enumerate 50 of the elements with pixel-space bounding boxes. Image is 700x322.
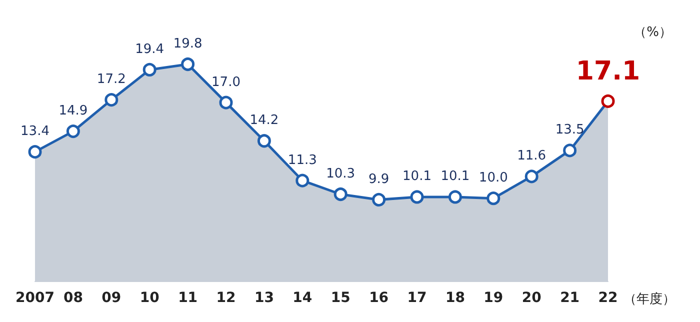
x-tick-label: 2007 [16,290,54,306]
point [486,192,500,206]
point [219,96,233,110]
x-tick-label: 08 [63,290,83,306]
x-tick-label: 22 [598,290,618,306]
x-tick-label: 18 [445,290,465,306]
data-label: 11.3 [288,152,317,168]
data-label: 19.8 [173,36,202,52]
point [104,93,118,107]
data-label: 14.9 [58,104,88,119]
point [372,192,386,206]
point [66,124,80,138]
data-label: 14.2 [250,113,279,128]
data-label: 11.6 [517,148,546,164]
data-label: 10.1 [440,169,470,184]
point [296,174,310,188]
data-label: 10.0 [478,170,508,186]
data-label: 17.0 [212,74,240,90]
x-tick-label: 16 [369,290,389,306]
point [334,188,348,201]
data-label: 19.4 [135,42,164,57]
point [181,58,195,72]
x-tick-label: 21 [560,290,580,306]
x-tick-label: 10 [140,290,160,306]
x-axis-title: （年度） [624,291,676,307]
data-label: 10.1 [402,169,432,184]
x-tick-label: 19 [484,290,504,306]
y-axis-title: （%） [634,25,672,40]
point [410,190,424,204]
point [563,144,577,158]
point [28,145,42,159]
x-tick-label: 11 [178,290,198,306]
point [448,190,462,204]
x-tick-label: 20 [522,290,542,306]
point [257,134,271,148]
x-tick-label: 13 [254,290,274,306]
x-tick-label: 14 [292,290,312,306]
data-label: 13.5 [555,122,584,138]
data-label: 9.9 [368,172,390,187]
x-tick-label: 15 [330,290,350,306]
point [142,62,156,76]
data-label: 13.4 [20,124,50,140]
point [601,94,615,108]
x-tick-label: 09 [102,290,122,306]
data-label: 17.1 [576,56,640,86]
data-label: 10.3 [326,166,356,182]
point [524,170,538,184]
x-tick-label: 17 [407,290,427,306]
x-tick-label: 12 [216,290,236,306]
data-label: 17.2 [96,72,126,88]
